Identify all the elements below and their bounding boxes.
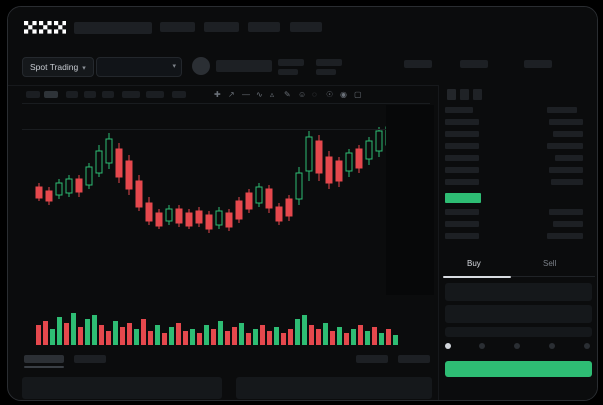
buy-sell-tabs: Buy Sell bbox=[439, 255, 597, 279]
orderbook-row-amount bbox=[553, 221, 583, 227]
nav-item-2[interactable] bbox=[160, 22, 195, 32]
interval-button-1[interactable] bbox=[26, 91, 40, 98]
slider-dot-75[interactable] bbox=[549, 343, 555, 349]
slider-dot-25[interactable] bbox=[479, 343, 485, 349]
slider-dot-100[interactable] bbox=[584, 343, 590, 349]
orderbook-row[interactable] bbox=[445, 155, 479, 161]
stat-4 bbox=[460, 60, 488, 68]
orderbook-bids-icon[interactable] bbox=[460, 89, 469, 100]
interval-button-5[interactable] bbox=[102, 91, 114, 98]
pair-name bbox=[216, 60, 272, 72]
slider-dot-50[interactable] bbox=[514, 343, 520, 349]
trendline-icon[interactable]: — bbox=[242, 90, 250, 99]
tab-sell[interactable]: Sell bbox=[543, 259, 557, 268]
chevron-down-icon: ▾ bbox=[82, 65, 86, 72]
nav-item-3[interactable] bbox=[204, 22, 239, 32]
orderbook-row[interactable] bbox=[445, 167, 479, 173]
orderbook-row-amount bbox=[551, 179, 583, 185]
chevron-down-icon: ▾ bbox=[172, 63, 176, 70]
shape-icon[interactable]: ▵ bbox=[270, 90, 275, 99]
orderbook-row-amount bbox=[555, 155, 583, 161]
orderbook-row[interactable] bbox=[445, 119, 479, 125]
interval-button-6[interactable] bbox=[122, 91, 140, 98]
okx-logo[interactable] bbox=[24, 21, 66, 34]
bottom-tab-4[interactable] bbox=[398, 355, 430, 363]
interval-button-2[interactable] bbox=[44, 91, 58, 98]
stat-2-label bbox=[316, 69, 336, 75]
arrow-icon[interactable]: ↗ bbox=[228, 90, 235, 99]
browser-window: Spot Trading ▾ ▾ ✚ ↗ — ∿ ▵ ✎ ☺ ◌ ☉ ◉ ▢ bbox=[7, 6, 598, 401]
orderbook-view-tabs bbox=[443, 89, 503, 101]
orderbook-both-icon[interactable] bbox=[447, 89, 456, 100]
orderbook-row[interactable] bbox=[445, 209, 479, 215]
wave-icon[interactable]: ∿ bbox=[256, 90, 263, 99]
emoji-icon[interactable]: ☺ bbox=[298, 90, 307, 99]
chart-overlay-panel bbox=[386, 105, 434, 295]
orderbook-row-amount bbox=[547, 233, 583, 239]
orderbook-row[interactable] bbox=[445, 179, 479, 185]
orderbook-row-amount bbox=[553, 131, 583, 137]
trash-icon[interactable]: ▢ bbox=[354, 90, 362, 99]
volume-histogram bbox=[22, 303, 430, 345]
orderbook-col-price bbox=[445, 107, 473, 113]
indicator-button[interactable] bbox=[146, 91, 164, 98]
stat-1-value bbox=[278, 59, 304, 66]
orderbook-asks-icon[interactable] bbox=[473, 89, 482, 100]
bottom-panel-left bbox=[22, 377, 222, 399]
interval-button-4[interactable] bbox=[84, 91, 96, 98]
settings-button[interactable] bbox=[172, 91, 186, 98]
candlestick-chart[interactable] bbox=[22, 105, 430, 301]
amount-input[interactable] bbox=[445, 305, 592, 323]
orderbook-row[interactable] bbox=[445, 233, 479, 239]
orderbook-col-amount bbox=[547, 107, 577, 113]
orderbook-row-amount bbox=[549, 209, 583, 215]
slider-dot-0[interactable] bbox=[445, 343, 451, 349]
orderbook-row-amount bbox=[549, 167, 583, 173]
pair-selector[interactable]: ▾ bbox=[96, 57, 182, 77]
chart-toolbar: ✚ ↗ — ∿ ▵ ✎ ☺ ◌ ☉ ◉ ▢ bbox=[22, 87, 430, 104]
magnet-icon[interactable]: ◌ bbox=[312, 90, 317, 99]
spot-trading-button[interactable]: Spot Trading ▾ bbox=[22, 57, 94, 77]
orderbook-trade-panel: Buy Sell bbox=[438, 85, 597, 400]
brush-icon[interactable]: ✎ bbox=[284, 90, 291, 99]
bottom-tab-active[interactable] bbox=[24, 355, 64, 363]
stat-5 bbox=[524, 60, 552, 68]
eye-icon[interactable]: ◉ bbox=[340, 90, 347, 99]
nav-item-1[interactable] bbox=[74, 22, 152, 34]
bottom-tab-3[interactable] bbox=[356, 355, 388, 363]
sell-tab-underline bbox=[511, 276, 595, 277]
nav-item-4[interactable] bbox=[248, 22, 280, 32]
orderbook-row[interactable] bbox=[445, 131, 479, 137]
amount-slider[interactable] bbox=[445, 343, 592, 351]
total-field bbox=[445, 327, 592, 337]
interval-button-3[interactable] bbox=[66, 91, 78, 98]
bottom-tab-2[interactable] bbox=[74, 355, 106, 363]
top-navigation-bar bbox=[8, 7, 597, 45]
candlestick-series bbox=[35, 123, 403, 233]
orderbook-row-amount bbox=[547, 143, 583, 149]
price-input[interactable] bbox=[445, 283, 592, 301]
lock-icon[interactable]: ☉ bbox=[326, 90, 334, 99]
coin-avatar bbox=[192, 57, 210, 75]
spot-trading-label: Spot Trading bbox=[30, 62, 79, 72]
orderbook-row[interactable] bbox=[445, 221, 479, 227]
bottom-tab-underline bbox=[24, 366, 64, 368]
orderbook-row-amount bbox=[549, 119, 583, 125]
nav-item-5[interactable] bbox=[290, 22, 322, 32]
stat-1-label bbox=[278, 69, 298, 75]
submit-buy-button[interactable] bbox=[445, 361, 592, 377]
last-price-indicator bbox=[445, 193, 481, 203]
buy-tab-underline bbox=[443, 276, 511, 278]
tab-buy[interactable]: Buy bbox=[467, 259, 481, 268]
bottom-panel-right bbox=[236, 377, 432, 399]
chart-gridline bbox=[22, 129, 430, 130]
stat-3 bbox=[404, 60, 432, 68]
orderbook-row[interactable] bbox=[445, 143, 479, 149]
stat-2-value bbox=[316, 59, 342, 66]
crosshair-icon[interactable]: ✚ bbox=[214, 90, 221, 99]
